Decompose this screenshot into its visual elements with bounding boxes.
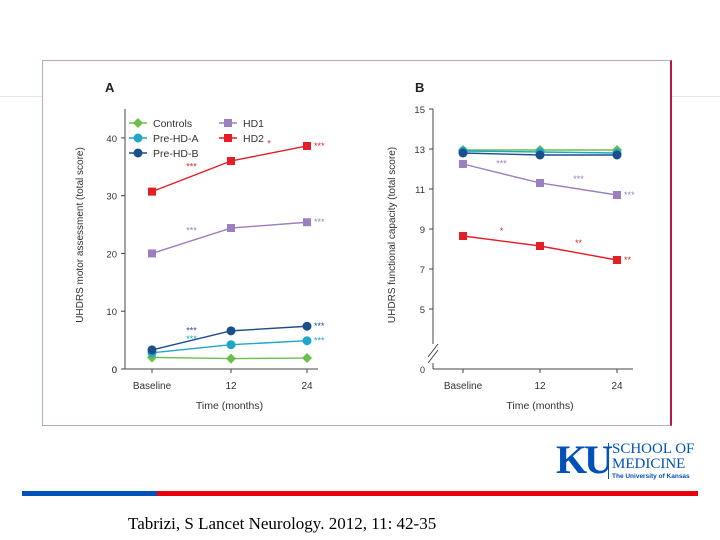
data-point-prehd_b: [302, 321, 312, 331]
y-tick-label: 0: [420, 365, 425, 375]
y-tick-label: 11: [415, 185, 425, 196]
y-axis-label: UHDRS motor assessment (total score): [75, 147, 86, 323]
significance-label: ***: [573, 174, 584, 184]
x-tick-label: Baseline: [444, 381, 483, 392]
significance-label: ***: [186, 161, 197, 171]
data-point-prehd_b: [147, 345, 157, 355]
data-point-hd1: [536, 179, 544, 187]
x-axis-label: Time (months): [196, 400, 263, 412]
axis-break-mark: [427, 349, 439, 364]
logo-school-of: SCHOOL OF: [612, 441, 695, 457]
data-point-hd2: [148, 187, 156, 196]
x-tick-label: 24: [611, 381, 623, 392]
logo-mark: KU: [556, 437, 613, 482]
footer-bar-red: [157, 491, 698, 496]
data-point-prehd_a: [302, 336, 312, 346]
data-point-prehd_a: [226, 340, 236, 350]
significance-label: ***: [314, 141, 325, 151]
y-tick-label: 9: [420, 225, 425, 236]
y-tick-label: 20: [106, 249, 117, 260]
figure-frame: A 0 10 20 30 40 0 Baseline 12 24 Time (months) UHDR…: [42, 60, 672, 426]
data-point-hd2: [303, 141, 311, 150]
y-tick-label: 0: [112, 365, 117, 376]
significance-label: *: [500, 226, 504, 236]
legend-marker-prehd_a: [133, 133, 143, 143]
data-point-hd1: [227, 224, 235, 233]
significance-label: ***: [186, 325, 197, 335]
panel-label: B: [415, 80, 424, 95]
legend-marker-prehd_b: [133, 148, 143, 158]
significance-label: ***: [186, 226, 197, 236]
legend-marker-hd2: [224, 134, 232, 142]
data-point-prehd_b: [612, 150, 622, 160]
significance-label: ***: [624, 190, 635, 200]
x-tick-label: 12: [225, 381, 237, 392]
data-point-controls: [226, 353, 236, 364]
legend-marker-controls: [133, 118, 143, 128]
panel-label: A: [105, 80, 115, 95]
y-tick-label: 40: [106, 134, 117, 145]
data-point-hd1: [303, 218, 311, 227]
legend-entry: HD2: [243, 133, 264, 145]
y-tick-label: 15: [414, 105, 425, 116]
footer-bar-blue: [22, 491, 157, 496]
significance-label: ***: [496, 159, 507, 169]
significance-label: ***: [314, 217, 325, 227]
legend-entry: HD1: [243, 118, 264, 130]
logo-divider: [608, 443, 609, 479]
axis-break-mark: [427, 343, 439, 358]
significance-label: ***: [314, 336, 325, 346]
x-tick-label: 12: [534, 381, 546, 392]
data-point-prehd_b: [226, 326, 236, 336]
x-axis-label: Time (months): [506, 400, 573, 412]
significance-label: ***: [314, 321, 325, 331]
data-point-controls: [302, 353, 312, 364]
data-point-prehd_b: [458, 148, 468, 158]
data-point-hd2: [536, 242, 544, 250]
data-point-hd2: [613, 256, 621, 264]
y-tick-label: 13: [414, 145, 425, 156]
data-point-hd1: [459, 160, 467, 168]
logo-university: The University of Kansas: [612, 473, 690, 480]
legend-marker-hd1: [224, 119, 232, 127]
significance-label: **: [624, 255, 632, 265]
chart-figure: A 0 10 20 30 40 0 Baseline 12 24 Time (months) UHDR…: [75, 80, 635, 412]
data-point-hd2: [227, 157, 235, 165]
legend-entry: Controls: [153, 118, 192, 130]
data-point-hd1: [613, 191, 621, 199]
citation-text: Tabrizi, S Lancet Neurology. 2012, 11: 4…: [128, 514, 437, 533]
y-tick-label: 10: [106, 307, 117, 318]
significance-label: *: [267, 138, 271, 148]
legend-entry: Pre-HD-A: [153, 133, 199, 145]
logo-medicine: MEDICINE: [612, 456, 686, 472]
x-tick-label: Baseline: [133, 381, 172, 392]
significance-label: ***: [186, 334, 197, 344]
y-tick-label: 30: [106, 192, 117, 203]
y-tick-label: 7: [420, 265, 425, 276]
x-tick-label: 24: [301, 381, 313, 392]
ku-logo: KU SCHOOL OF MEDICINE The University of …: [556, 440, 696, 484]
y-tick-label: 0: [112, 365, 117, 376]
data-point-hd1: [148, 249, 156, 258]
significance-label: **: [575, 238, 583, 248]
data-point-hd2: [459, 232, 467, 240]
y-tick-label: 5: [420, 305, 425, 316]
legend-entry: Pre-HD-B: [153, 148, 199, 160]
data-point-prehd_b: [535, 150, 545, 160]
y-axis-label: UHDRS functional capacity (total score): [387, 147, 398, 323]
